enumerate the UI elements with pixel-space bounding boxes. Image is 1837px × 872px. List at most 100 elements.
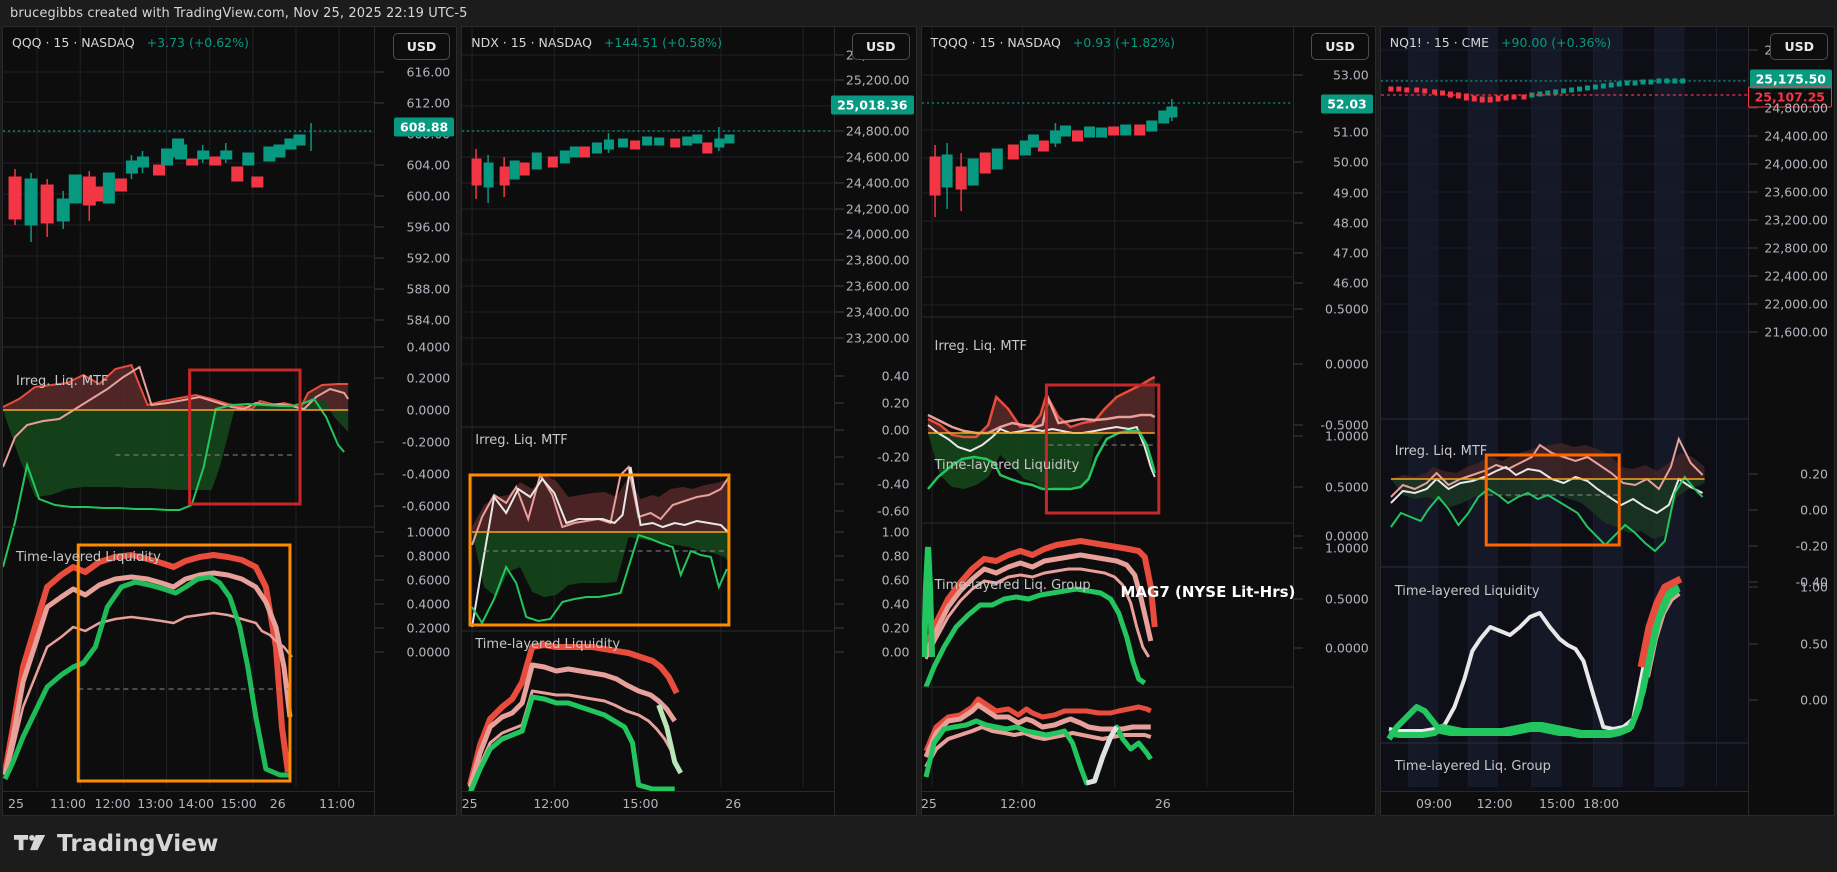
current-price-badge-qqq: 608.88 (394, 117, 455, 137)
change-label: +3.73 (+0.62%) (146, 35, 249, 50)
panel-legend-nq1[interactable]: NQ1! · 15 · CME +90.00 (+0.36%) (1390, 35, 1611, 50)
axis-label: 0.50 (1800, 636, 1828, 652)
price-axis-tqqq[interactable]: 53.00 52.03 51.00 50.00 49.00 48.00 47.0… (1292, 27, 1375, 815)
axis-label: 0.00 (881, 422, 910, 438)
plot-area-qqq[interactable] (3, 27, 375, 815)
axis-label: 0.0000 (406, 644, 451, 660)
axis-label: -0.6000 (402, 498, 451, 514)
axis-label: 1.00 (1800, 579, 1828, 595)
axis-label: 0.2000 (406, 620, 451, 636)
footer-bar: TradingView (0, 816, 1837, 872)
time-label: 12:00 (1476, 796, 1513, 811)
panel-legend-tqqq[interactable]: TQQQ · 15 · NASDAQ +0.93 (+1.82%) (931, 35, 1176, 50)
axis-label: -0.40 (877, 476, 910, 492)
chart-panel-nq1[interactable]: NQ1! · 15 · CME +90.00 (+0.36%) USD (1379, 26, 1835, 816)
axis-label: 0.00 (1800, 692, 1828, 708)
axis-label: 21,600.00 (1764, 324, 1828, 340)
time-axis-tqqq[interactable]: 25 12:00 26 (921, 791, 1293, 815)
axis-label: 24,800.00 (1764, 100, 1828, 116)
chart-panel-ndx[interactable]: NDX · 15 · NASDAQ +144.51 (+0.58%) USD (461, 26, 917, 816)
currency-button-tqqq[interactable]: USD (1311, 33, 1369, 60)
candles (929, 99, 1177, 217)
candles (471, 127, 735, 203)
time-label: 14:00 (178, 796, 215, 811)
axis-label: 25,200.00 (845, 72, 910, 88)
currency-button-nq1[interactable]: USD (1770, 33, 1828, 60)
axis-label: 50.00 (1332, 154, 1369, 170)
panel-legend-qqq[interactable]: QQQ · 15 · NASDAQ +3.73 (+0.62%) (12, 35, 249, 50)
axis-label: 0.40 (881, 368, 910, 384)
tradingview-logo[interactable]: TradingView (14, 831, 219, 857)
plot-area-tqqq[interactable] (921, 27, 1293, 815)
highlight-box-orange (468, 473, 731, 627)
axis-label: 616.00 (406, 64, 451, 80)
axis-label: 0.6000 (406, 572, 451, 588)
previous-close-badge-nq1: 25,107.25 (1747, 86, 1832, 108)
axis-label: 24,600.00 (845, 149, 910, 165)
tradingview-logo-icon (14, 833, 48, 856)
axis-label: 24,000.00 (1764, 156, 1828, 172)
currency-button-qqq[interactable]: USD (392, 33, 451, 60)
time-label: 26 (269, 796, 286, 811)
time-label: 26 (1154, 796, 1171, 811)
indicator-title-irreg-liq-mtf: Irreg. Liq. MTF (1394, 444, 1488, 459)
symbol-label: NQ1! · 15 · CME (1389, 35, 1490, 50)
price-axis-nq1[interactable]: 25,600.00 25,175.50 25,107.25 24,800.00 … (1747, 27, 1834, 815)
axis-label: 1.00 (881, 524, 910, 540)
time-label: 12:00 (1000, 796, 1037, 811)
plot-area-ndx[interactable] (462, 27, 834, 815)
axis-label: 0.5000 (1325, 301, 1369, 317)
change-label: +144.51 (+0.58%) (603, 35, 723, 50)
time-label: 09:00 (1415, 796, 1453, 811)
axis-label: 24,200.00 (845, 201, 910, 217)
time-label: 15:00 (622, 796, 659, 811)
axis-label: 24,800.00 (845, 123, 910, 139)
change-label: +0.93 (+1.82%) (1072, 35, 1176, 50)
indicator-title-time-layered-liq-group: Time-layered Liq. Group (1394, 759, 1551, 774)
plot-area-nq1[interactable] (1380, 27, 1748, 815)
irreg-liq-mtf-plot-1 (3, 363, 349, 568)
attribution-text: brucegibbs created with TradingView.com,… (10, 6, 468, 21)
time-label: 11:00 (319, 796, 356, 811)
axis-label: 53.00 (1332, 67, 1369, 83)
axis-label: 0.5000 (1325, 591, 1369, 607)
time-axis-ndx[interactable]: 25 12:00 15:00 26 (462, 791, 834, 815)
symbol-label: TQQQ · 15 · NASDAQ (930, 35, 1061, 50)
tradingview-wordmark: TradingView (57, 831, 219, 857)
price-axis-qqq[interactable]: 616.00 612.00 608.00 608.88 604.00 600.0… (374, 27, 457, 815)
currency-button-ndx[interactable]: USD (851, 33, 910, 60)
indicator-title-time-layered-liquidity: Time-layered Liquidity (934, 458, 1080, 473)
indicator-title-time-layered-liquidity: Time-layered Liquidity (16, 550, 161, 565)
panel-legend-ndx[interactable]: NDX · 15 · NASDAQ +144.51 (+0.58%) (471, 35, 722, 50)
axis-label: -0.2000 (402, 434, 451, 450)
time-axis-qqq[interactable]: 25 11:00 12:00 13:00 14:00 15:00 26 11:0… (3, 791, 375, 815)
tqqq-svg (921, 27, 1293, 787)
axis-label: 0.20 (881, 620, 910, 636)
axis-label: 23,200.00 (845, 330, 910, 346)
highlight-box-orange (76, 543, 292, 783)
indicator-title-irreg-liq-mtf: Irreg. Liq. MTF (16, 374, 109, 389)
axis-label: 588.00 (406, 281, 451, 297)
nq1-svg (1380, 27, 1748, 815)
irreg-liq-mtf-plot-2 (468, 464, 731, 628)
time-label: 26 (725, 796, 742, 811)
axis-label: -0.60 (877, 503, 910, 519)
chart-panel-qqq[interactable]: QQQ · 15 · NASDAQ +3.73 (+0.62%) USD (2, 26, 458, 816)
time-axis-nq1[interactable]: 09:00 12:00 15:00 18:00 (1380, 791, 1748, 815)
axis-label: -0.20 (877, 449, 910, 465)
axis-label: 0.8000 (406, 548, 451, 564)
price-axis-ndx[interactable]: 25,400.00 25,200.00 25,018.36 24,800.00 … (831, 27, 916, 815)
chart-grid: QQQ · 15 · NASDAQ +3.73 (+0.62%) USD (0, 26, 1837, 816)
ndx-svg (462, 27, 834, 794)
time-layered-liq-group-plot-3 (923, 696, 1153, 786)
indicator-title-irreg-liq-mtf: Irreg. Liq. MTF (934, 339, 1028, 354)
axis-label: 23,400.00 (845, 304, 910, 320)
axis-label: 1.0000 (1325, 428, 1369, 444)
chart-panel-tqqq[interactable]: TQQQ · 15 · NASDAQ +0.93 (+1.82%) USD (920, 26, 1376, 816)
axis-label: 47.00 (1332, 245, 1369, 261)
time-layered-liquidity-plot-3 (921, 538, 1158, 688)
irreg-liq-mtf-plot-3 (926, 375, 1160, 515)
axis-label: 0.00 (1800, 502, 1828, 518)
axis-label: 48.00 (1332, 215, 1369, 231)
candles (8, 123, 312, 242)
